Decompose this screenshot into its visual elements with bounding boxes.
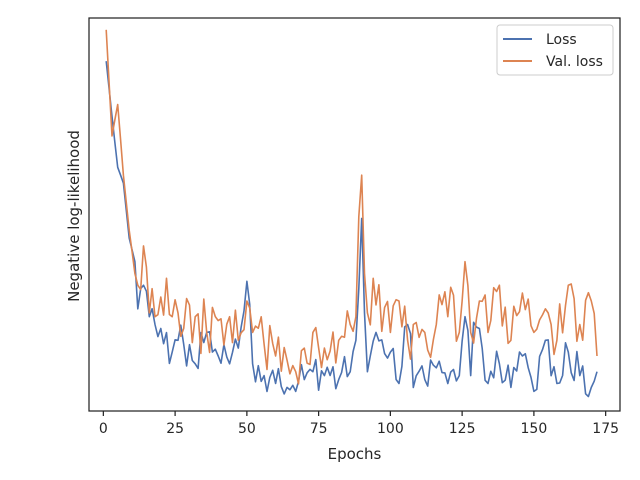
x-tick-label: 75 bbox=[310, 421, 328, 437]
x-tick-label: 0 bbox=[99, 421, 108, 437]
x-tick-label: 175 bbox=[592, 421, 619, 437]
legend-label-loss: Loss bbox=[546, 32, 577, 48]
x-tick-label: 150 bbox=[521, 421, 548, 437]
x-axis: 0 25 50 75 100 125 150 175 bbox=[99, 411, 619, 437]
x-axis-label: Epochs bbox=[328, 445, 382, 463]
x-tick-label: 125 bbox=[449, 421, 476, 437]
legend-box bbox=[496, 24, 614, 76]
val-loss-series-line bbox=[105, 29, 598, 385]
x-tick-label: 100 bbox=[377, 421, 404, 437]
legend: Loss Val. loss bbox=[496, 24, 614, 76]
y-axis-label: Negative log-likelihood bbox=[65, 130, 83, 302]
axes-frame bbox=[88, 17, 621, 412]
loss-series-line bbox=[105, 61, 598, 398]
series-layer bbox=[105, 29, 598, 398]
x-tick-label: 50 bbox=[238, 421, 256, 437]
legend-label-val-loss: Val. loss bbox=[546, 54, 603, 70]
x-tick-label: 25 bbox=[166, 421, 184, 437]
